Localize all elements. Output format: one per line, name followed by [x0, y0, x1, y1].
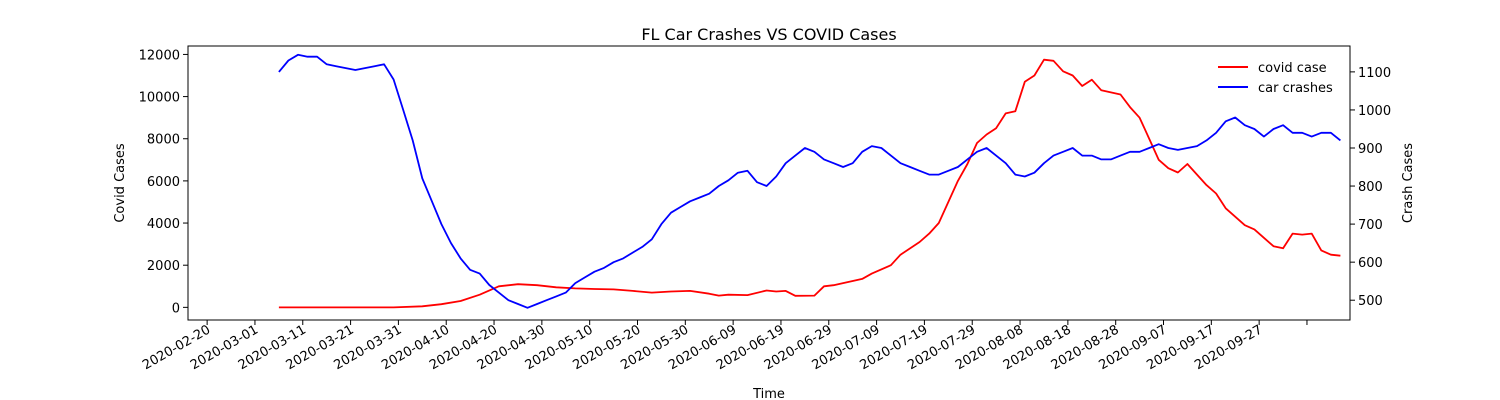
right-y-tick-label: 500: [1358, 294, 1383, 309]
left-y-tick-label: 12000: [139, 48, 180, 63]
left-y-tick-label: 6000: [147, 175, 180, 190]
right-y-tick-label: 800: [1358, 180, 1383, 195]
right-y-tick-label: 1000: [1358, 104, 1391, 119]
right-y-axis-label: Crash Cases: [1401, 143, 1416, 223]
left-y-tick-label: 4000: [147, 217, 180, 232]
right-y-tick-label: 900: [1358, 142, 1383, 157]
legend-label-car-crashes: car crashes: [1258, 81, 1333, 96]
left-y-tick-label: 10000: [139, 91, 180, 106]
left-y-axis-label: Covid Cases: [113, 143, 128, 223]
left-y-tick-label: 0: [172, 301, 180, 316]
left-y-tick-label: 2000: [147, 259, 180, 274]
chart-title: FL Car Crashes VS COVID Cases: [641, 25, 896, 44]
left-y-tick-label: 8000: [147, 133, 180, 148]
right-y-tick-label: 600: [1358, 256, 1383, 271]
right-y-tick-label: 1100: [1358, 66, 1391, 81]
right-y-tick-label: 700: [1358, 218, 1383, 233]
legend-label-covid-case: covid case: [1258, 61, 1327, 76]
x-axis-label: Time: [752, 387, 785, 400]
